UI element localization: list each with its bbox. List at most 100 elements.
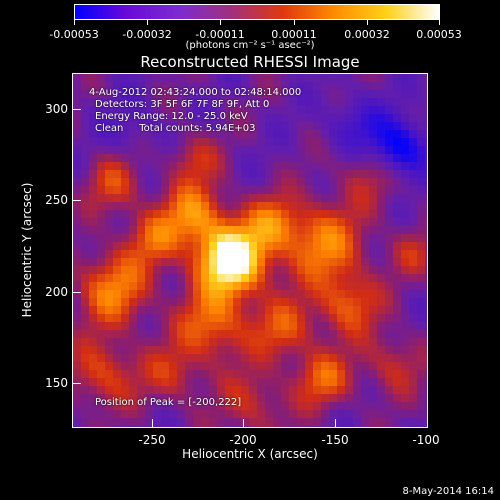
heatmap-cell [337,250,345,258]
heatmap-cell [353,314,361,322]
heatmap-cell [353,290,361,298]
energy-annotation: Energy Range: 12.0 - 25.0 keV [95,111,248,122]
heatmap-cell [337,322,345,330]
heatmap-cell [337,378,345,386]
heatmap-cell [217,346,225,354]
heatmap-cell [393,226,401,234]
heatmap-cell [113,370,121,378]
heatmap-cell [113,386,121,394]
heatmap-cell [313,242,321,250]
heatmap-cell [169,354,177,362]
heatmap-cell [289,306,297,314]
heatmap-cell [97,258,105,266]
heatmap-cell [345,354,353,362]
heatmap-cell [225,394,233,402]
heatmap-cell [193,330,201,338]
heatmap-cell [73,226,81,234]
heatmap-cell [241,154,249,162]
heatmap-cell [177,274,185,282]
heatmap-cell [297,298,305,306]
heatmap-cell [177,378,185,386]
heatmap-cell [153,170,161,178]
heatmap-cell [225,170,233,178]
heatmap-cell [209,82,217,90]
heatmap-cell [225,362,233,370]
heatmap-cell [113,282,121,290]
heatmap-cell [329,130,337,138]
heatmap-cell [97,234,105,242]
heatmap-cell [257,186,265,194]
heatmap-cell [345,106,353,114]
heatmap-cell [417,338,425,346]
heatmap-cell [257,338,265,346]
heatmap-cell [305,394,313,402]
heatmap-cell [153,330,161,338]
heatmap-cell [417,370,425,378]
heatmap-cell [273,306,281,314]
heatmap-cell [193,74,201,82]
heatmap-cell [185,250,193,258]
heatmap-cell [305,194,313,202]
heatmap-cell [217,186,225,194]
heatmap-cell [113,98,121,106]
heatmap-cell [353,378,361,386]
y-axis-label: Heliocentric Y (arcsec) [20,182,34,318]
heatmap-cell [393,234,401,242]
heatmap-cell [401,306,409,314]
heatmap-cell [161,370,169,378]
heatmap-cell [361,82,369,90]
heatmap-cell [361,162,369,170]
heatmap-cell [105,426,113,427]
heatmap-cell [97,330,105,338]
heatmap-cell [345,370,353,378]
heatmap-cell [129,122,137,130]
heatmap-cell [337,234,345,242]
heatmap-cell [105,298,113,306]
heatmap-cell [409,282,417,290]
heatmap-cell [241,202,249,210]
heatmap-cell [201,218,209,226]
heatmap-cell [145,234,153,242]
heatmap-cell [217,402,225,410]
heatmap-cell [225,178,233,186]
heatmap-cell [353,306,361,314]
heatmap-cell [321,250,329,258]
heatmap-cell [361,298,369,306]
heatmap-cell [329,114,337,122]
heatmap-cell [361,410,369,418]
heatmap-cell [273,322,281,330]
heatmap-cell [393,322,401,330]
heatmap-cell [105,114,113,122]
heatmap-cell [257,218,265,226]
heatmap-cell [257,282,265,290]
heatmap-cell [393,218,401,226]
heatmap-cell [241,426,249,427]
heatmap-cell [321,266,329,274]
y-tickmark [73,200,81,201]
heatmap-cell [241,82,249,90]
heatmap-cell [361,370,369,378]
heatmap-cell [169,154,177,162]
heatmap-cell [209,410,217,418]
heatmap-cell [305,114,313,122]
heatmap-cell [129,178,137,186]
heatmap-cell [161,226,169,234]
heatmap-cell [417,218,425,226]
heatmap-cell [241,114,249,122]
heatmap-cell [145,186,153,194]
heatmap-cell [417,226,425,234]
heatmap-cell [217,138,225,146]
heatmap-cell [257,178,265,186]
heatmap-cell [177,194,185,202]
heatmap-cell [233,250,241,258]
heatmap-cell [225,138,233,146]
heatmap-cell [305,170,313,178]
heatmap-cell [81,106,89,114]
heatmap-cell [209,218,217,226]
heatmap-cell [169,178,177,186]
heatmap-cell [129,266,137,274]
heatmap-cell [233,210,241,218]
heatmap-cell [401,98,409,106]
heatmap-cell [153,98,161,106]
heatmap-cell [393,130,401,138]
